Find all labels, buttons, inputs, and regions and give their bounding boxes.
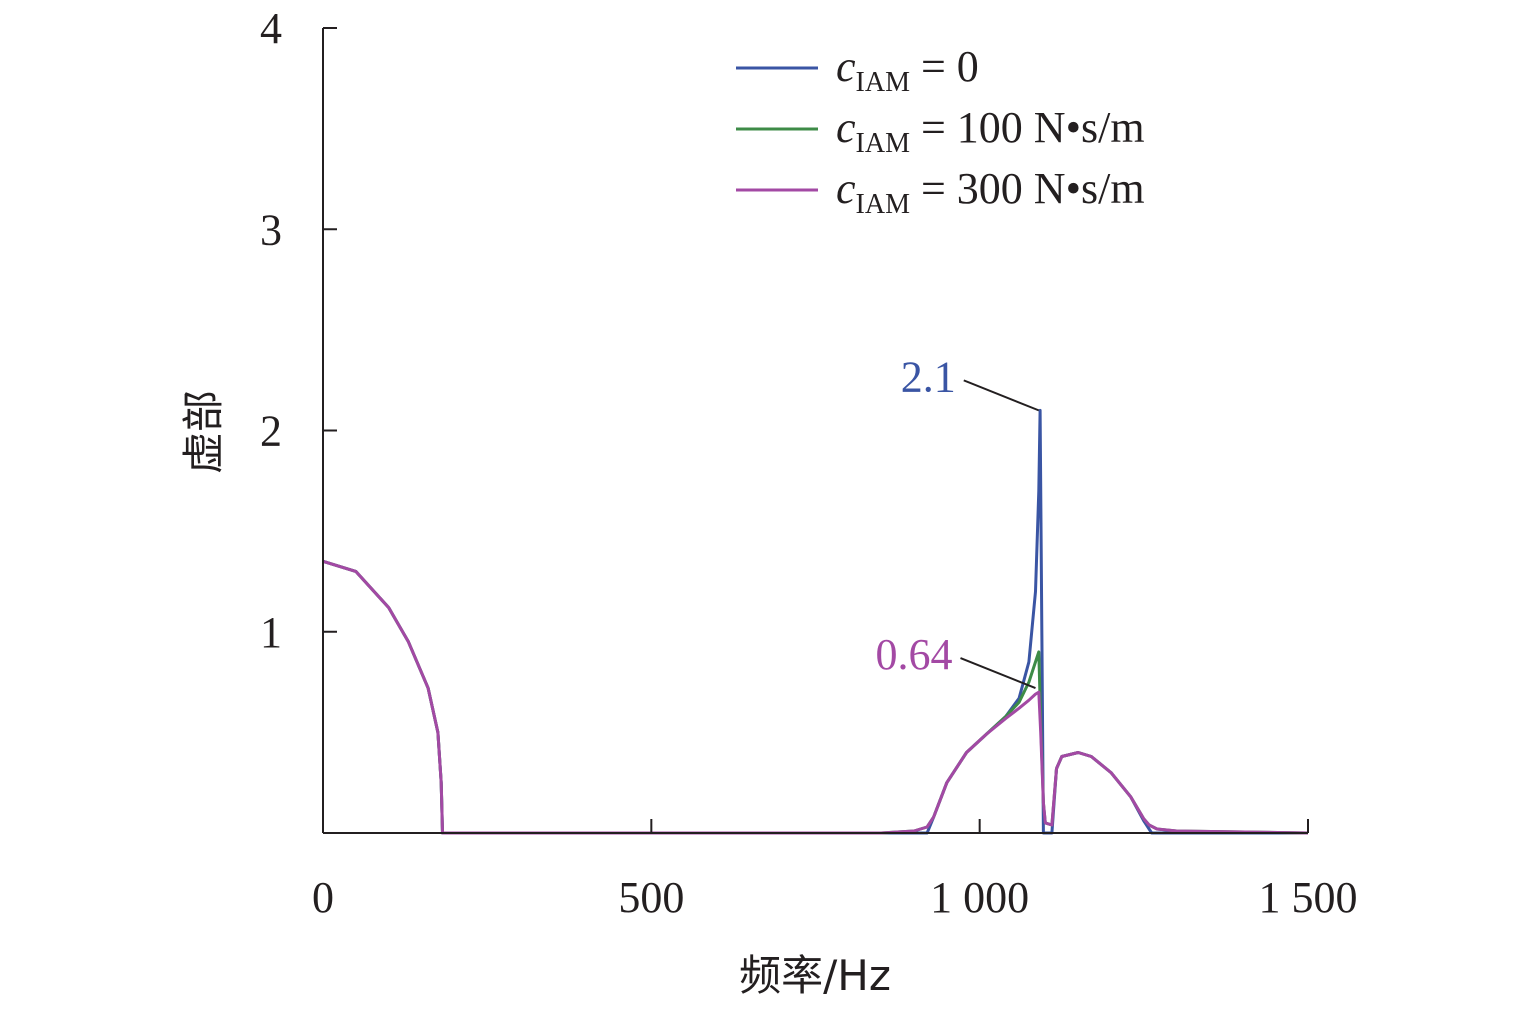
- x-tick-label: 0: [312, 873, 334, 922]
- x-tick-label: 1 000: [930, 873, 1029, 922]
- x-axis-title: 频率/Hz: [739, 951, 891, 1000]
- annotation-label-2: 0.64: [875, 630, 952, 679]
- y-tick-label: 4: [260, 4, 282, 53]
- y-axis-title: 虚部: [179, 390, 228, 474]
- legend-label-1: cIAM = 0: [836, 42, 979, 98]
- series-line-2: [322, 559, 1309, 835]
- legend-label-2: cIAM = 100 N•s/m: [836, 103, 1145, 159]
- y-tick-label: 3: [260, 205, 282, 254]
- tick-labels: 0 500 1 000 1 500 1 2 3 4: [260, 4, 1358, 922]
- annotation-label-1: 2.1: [901, 352, 956, 401]
- x-tick-label: 1 500: [1259, 873, 1358, 922]
- x-tick-label: 500: [618, 873, 684, 922]
- annotation-leader-2: [960, 657, 1036, 690]
- plot-lines: [322, 408, 1309, 835]
- series-line-1: [322, 408, 1308, 835]
- y-tick-label: 2: [260, 407, 282, 456]
- legend-label-3: cIAM = 300 N•s/m: [836, 164, 1145, 220]
- annotation-leader-1: [963, 379, 1040, 412]
- annotations: 2.1 0.64: [875, 352, 1040, 690]
- axes: [322, 27, 1309, 834]
- series-line-3: [322, 559, 1309, 835]
- y-tick-label: 1: [260, 608, 282, 657]
